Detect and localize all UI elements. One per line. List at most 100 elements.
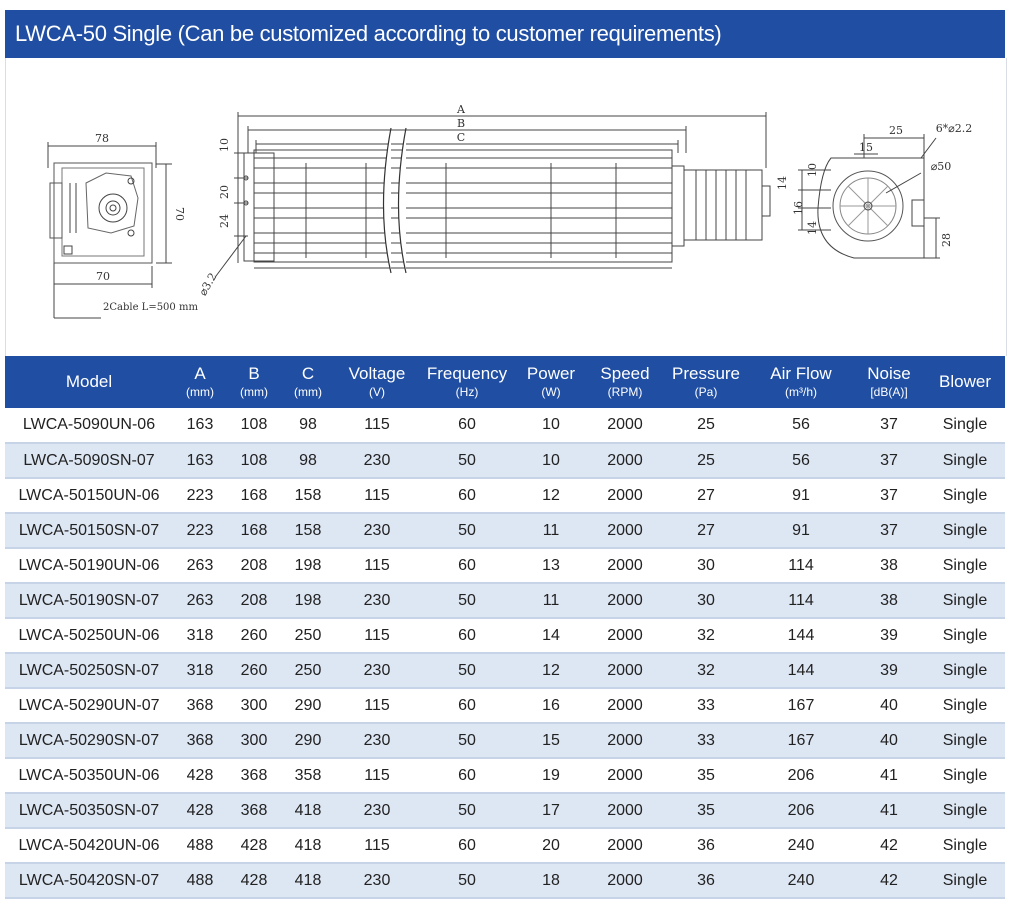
column-header: Frequency (Hz) [419,356,515,408]
column-header-label: Power [526,364,576,383]
column-header-label: Frequency [426,364,508,383]
table-cell: 50 [458,731,476,749]
table-cell: Single [942,451,988,469]
table-cell: LWCA-50250SN-07 [18,661,160,679]
table-row: LWCA-5090UN-06 163 108 98 115 60 10 2000 25 56 37 S… [5,408,1005,443]
table-cell: 2000 [607,836,643,854]
column-header: Pressure (Pa) [663,356,749,408]
table-cell: 33 [697,731,715,749]
table-cell: LWCA-50190SN-07 [18,591,160,609]
table-cell: 60 [458,486,476,504]
table-cell: Single [942,626,988,644]
table-cell: 206 [787,801,815,819]
page-title: LWCA-50 Single (Can be customized accord… [15,21,722,46]
column-header-label: Voltage [348,364,406,383]
dim-14-bottom: 14 [806,221,819,235]
table-cell: 30 [697,591,715,609]
dim-78: 78 [95,132,109,145]
table-cell: 12 [542,661,560,679]
table-cell: 428 [186,801,214,819]
table-cell: LWCA-5090SN-07 [23,451,155,469]
dim-a: A [456,103,466,116]
table-row: LWCA-50150SN-07 223 168 158 230 50 11 2000 27 91 3… [5,513,1005,548]
column-header-label: Blower [939,372,991,391]
table-cell: 40 [880,696,898,714]
table-cell: 168 [240,521,268,539]
table-cell: LWCA-5090UN-06 [22,416,156,433]
table-cell: Single [942,801,988,819]
column-header-unit: (Pa) [694,385,718,399]
table-cell: 114 [788,556,814,574]
column-header-label: A [194,364,206,383]
column-header-label: B [248,364,260,383]
dim-20: 20 [218,185,231,199]
table-cell: 36 [697,836,715,854]
table-cell: 13 [542,556,560,574]
dim-70-horizontal: 70 [96,270,110,283]
dim-10: 10 [218,138,231,152]
table-cell: 368 [240,801,268,819]
table-cell: 40 [880,731,898,749]
dim-b: B [457,117,465,130]
column-header-label: Pressure [671,364,741,383]
table-cell: 32 [697,626,715,644]
table-cell: 115 [364,836,390,854]
table-cell: 208 [240,591,268,609]
table-cell: 223 [186,486,214,504]
left-view [47,142,172,319]
table-cell: LWCA-50290SN-07 [18,731,160,749]
table-cell: 11 [542,591,560,609]
column-header-unit: (RPM) [607,385,643,399]
table-cell: 158 [294,486,322,504]
table-cell: 50 [458,661,476,679]
table-cell: 30 [697,556,715,574]
table-cell: 240 [787,836,815,854]
table-cell: 56 [792,451,810,469]
column-header-unit: (mm) [294,385,322,399]
table-cell: Single [942,871,988,889]
table-cell: 18 [542,871,560,889]
table-cell: 167 [787,696,815,714]
table-cell: 60 [458,836,476,854]
title-bar: LWCA-50 Single (Can be customized accord… [5,10,1005,58]
table-cell: 91 [792,486,810,504]
table-row: LWCA-50420UN-06 488 428 418 115 60 20 2000 36 240… [5,828,1005,863]
table-cell: 368 [240,766,268,784]
table-cell: 15 [542,731,560,749]
table-cell: 260 [240,626,268,644]
table-cell: 263 [186,591,214,609]
table-cell: 38 [880,591,898,609]
table-cell: 37 [880,486,898,504]
table-cell: 163 [186,451,214,469]
table-cell: 230 [363,871,391,889]
table-cell: 163 [186,416,214,433]
table-cell: Single [942,556,988,574]
table-cell: 50 [458,451,476,469]
table-cell: 114 [788,591,814,609]
table-cell: LWCA-50290UN-07 [18,696,160,714]
table-cell: 25 [697,416,715,433]
dim-15: 15 [859,141,873,154]
column-header: A (mm) [173,356,227,408]
table-cell: 144 [787,661,815,679]
table-cell: 50 [458,871,476,889]
table-cell: LWCA-50350UN-06 [18,766,160,784]
table-cell: 368 [186,696,214,714]
table-cell: 2000 [607,871,643,889]
table-cell: 208 [240,556,268,574]
table-row: LWCA-5090SN-07 163 108 98 230 50 10 2000 25 56 37 S… [5,443,1005,478]
table-body: LWCA-5090UN-06 163 108 98 115 60 10 2000 25 56 37 S… [5,408,1005,898]
table-row: LWCA-50250UN-06 318 260 250 115 60 14 2000 32 144… [5,618,1005,653]
dim-10-right: 10 [806,163,819,177]
table-cell: 27 [697,486,715,504]
table-cell: 60 [458,626,476,644]
table-cell: 318 [186,661,214,679]
table-header-row: Model A (mm) B (mm) C (mm) Voltage (V) Frequency (… [5,356,1005,408]
table-cell: 168 [240,486,268,504]
table-row: LWCA-50290UN-07 368 300 290 115 60 16 2000 33 167… [5,688,1005,723]
table-cell: 428 [240,871,268,889]
column-header-label: Model [65,372,113,391]
table-cell: Single [942,836,988,854]
dim-28: 28 [940,233,953,247]
table-cell: 488 [186,836,214,854]
